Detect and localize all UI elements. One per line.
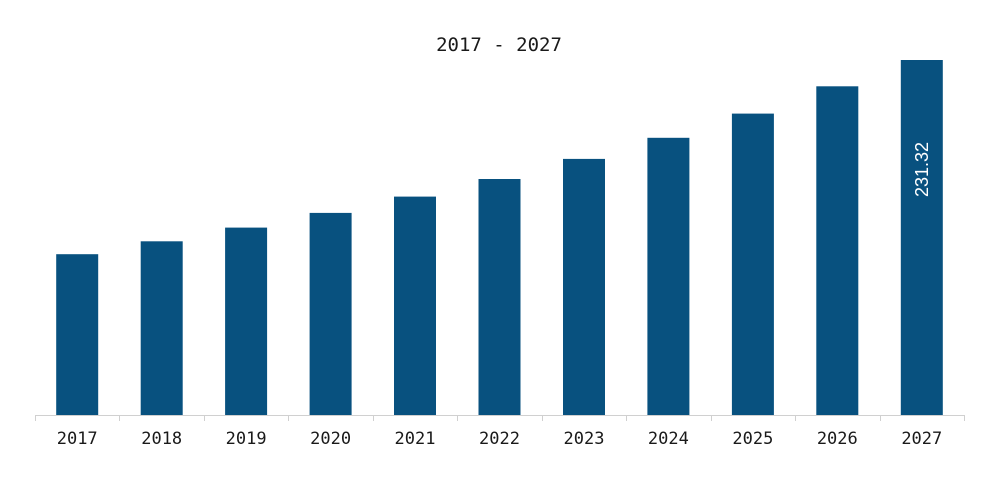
bar-2018 (140, 241, 183, 415)
bar-2024 (647, 137, 690, 416)
x-tick-label: 2018 (141, 429, 182, 449)
x-tick-label: 2025 (732, 429, 773, 449)
bar-2027 (900, 60, 943, 415)
bar-2026 (816, 86, 859, 416)
x-tick-label: 2023 (564, 429, 605, 449)
x-tick-label: 2017 (57, 429, 98, 449)
bar-2020 (309, 212, 352, 415)
bar-2023 (563, 158, 605, 415)
bar-2019 (225, 227, 268, 415)
x-axis: 2017 2018 2019 2020 2021 2022 2023 2024 2025 2026… (35, 415, 965, 449)
x-tick-label: 2021 (395, 429, 436, 449)
bar-2021 (394, 196, 436, 415)
data-label: 231.32 (912, 142, 932, 197)
x-tick-label: 2026 (817, 429, 858, 449)
chart-title: 2017 - 2027 (436, 34, 562, 56)
x-tick-label: 2019 (226, 429, 267, 449)
x-tick-label: 2024 (648, 429, 689, 449)
x-tick-label: 2020 (310, 429, 351, 449)
bar-2022 (478, 179, 521, 415)
bars-group (56, 60, 943, 416)
bar-2025 (731, 113, 774, 415)
data-labels-group: 231.32 (912, 142, 932, 197)
x-tick-label: 2022 (479, 429, 520, 449)
x-tick-label: 2027 (901, 429, 942, 449)
bar-2017 (56, 254, 99, 415)
